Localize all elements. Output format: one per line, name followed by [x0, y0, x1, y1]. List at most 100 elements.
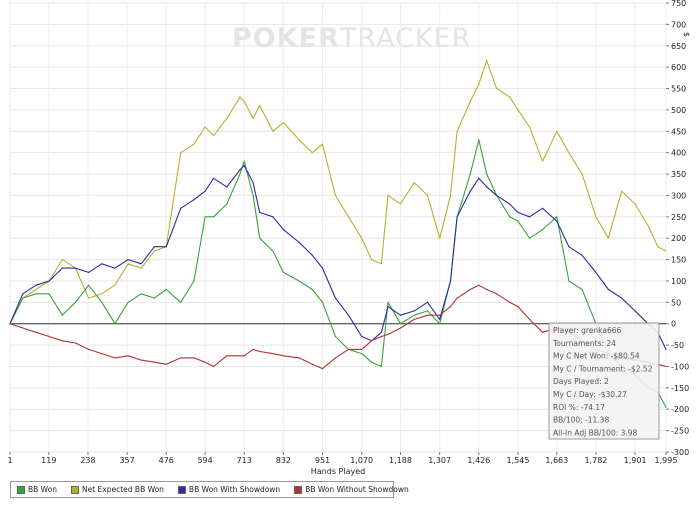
data-point — [439, 237, 441, 239]
series-net-expected-bb-won — [9, 60, 667, 325]
data-point — [413, 182, 415, 184]
x-tick-label: 1 — [7, 456, 12, 465]
series-line — [9, 60, 667, 324]
y-tick-label: -50 — [671, 341, 684, 350]
data-point — [114, 357, 116, 359]
y-tick-label: 400 — [671, 149, 686, 158]
data-point — [456, 216, 458, 218]
data-point — [140, 263, 142, 265]
data-point — [634, 310, 636, 312]
data-point — [517, 109, 519, 111]
data-point — [449, 280, 452, 282]
data-point — [204, 190, 206, 192]
data-point — [311, 152, 313, 154]
legend-swatch — [177, 485, 186, 494]
data-point — [439, 314, 441, 316]
data-point — [496, 87, 498, 90]
data-point — [509, 216, 511, 218]
data-point — [140, 359, 142, 361]
data-point — [449, 306, 452, 308]
x-tick-label: 832 — [276, 456, 291, 465]
data-point — [180, 301, 182, 303]
data-point — [634, 203, 636, 205]
x-tick-label: 1,426 — [467, 456, 490, 465]
y-tick-label: 750 — [671, 0, 686, 8]
y-tick-label: 350 — [671, 170, 686, 179]
data-point — [456, 130, 458, 132]
y-tick-label: 200 — [671, 234, 686, 243]
y-axis-ticks: 7507006506005505004504003503002502001501… — [666, 0, 689, 457]
data-point — [478, 139, 480, 141]
data-point — [180, 207, 182, 209]
data-point — [9, 323, 11, 325]
chart-legend: BB Won Net Expected BB Won BB Won With Sho… — [10, 481, 409, 498]
x-tick-label: 1,901 — [624, 456, 647, 465]
data-point — [61, 340, 63, 342]
data-point — [213, 177, 215, 179]
data-point — [153, 246, 155, 248]
data-point — [595, 271, 597, 273]
data-point — [399, 323, 402, 325]
data-point — [528, 318, 531, 320]
data-point — [311, 288, 313, 291]
y-tick-label: -300 — [671, 448, 689, 457]
data-point — [542, 229, 544, 231]
data-point — [61, 267, 63, 269]
data-point — [88, 297, 90, 299]
data-point — [486, 288, 488, 291]
data-point — [213, 216, 215, 218]
data-point — [528, 216, 531, 218]
tooltip-line: All-In Adj BB/100: 3.98 — [553, 428, 638, 437]
legend-item: Net Expected BB Won — [71, 485, 164, 494]
data-point — [334, 335, 336, 338]
data-point — [226, 203, 228, 205]
data-point — [252, 117, 254, 120]
data-point — [298, 357, 300, 359]
data-point — [665, 348, 667, 350]
data-point — [48, 335, 50, 338]
data-point — [193, 199, 195, 201]
data-point — [127, 263, 129, 265]
data-point — [321, 368, 324, 370]
data-point — [204, 126, 206, 128]
data-point — [165, 246, 167, 248]
data-point — [114, 284, 116, 286]
legend-label: Net Expected BB Won — [82, 485, 164, 494]
data-point — [127, 301, 129, 303]
data-point — [665, 250, 667, 252]
x-tick-label: 1,995 — [655, 456, 678, 465]
data-point — [581, 288, 583, 291]
data-point — [607, 288, 610, 291]
data-point — [226, 355, 228, 357]
data-point — [61, 314, 63, 316]
data-point — [101, 353, 103, 355]
legend-label: BB Won — [28, 485, 57, 494]
x-tick-label: 713 — [237, 456, 252, 465]
data-point — [528, 237, 531, 239]
y-tick-label: -250 — [671, 427, 689, 436]
data-point — [165, 288, 167, 291]
y-tick-label: 650 — [671, 42, 686, 51]
data-point — [35, 288, 37, 291]
data-point — [282, 355, 284, 357]
legend-label: BB Won With Showdown — [188, 485, 281, 494]
x-tick-label: 1,070 — [350, 456, 373, 465]
x-tick-label: 1,307 — [428, 456, 451, 465]
data-point — [88, 348, 90, 350]
data-point — [542, 331, 544, 333]
data-point — [243, 160, 245, 162]
data-point — [380, 365, 382, 368]
watermark-bold: POKER — [232, 23, 340, 54]
x-axis-title: Hands Played — [311, 467, 365, 476]
legend-item: BB Won With Showdown — [177, 485, 281, 494]
data-point — [387, 306, 389, 308]
data-point — [449, 194, 452, 196]
player-stats-tooltip: Player: grenka666 Tournaments: 24 My C Net… — [548, 322, 660, 440]
data-point — [509, 203, 511, 205]
data-point — [517, 220, 519, 222]
legend-swatch — [17, 485, 25, 494]
data-point — [282, 271, 284, 273]
data-point — [243, 355, 245, 357]
data-point — [35, 331, 37, 333]
data-point — [259, 211, 261, 214]
